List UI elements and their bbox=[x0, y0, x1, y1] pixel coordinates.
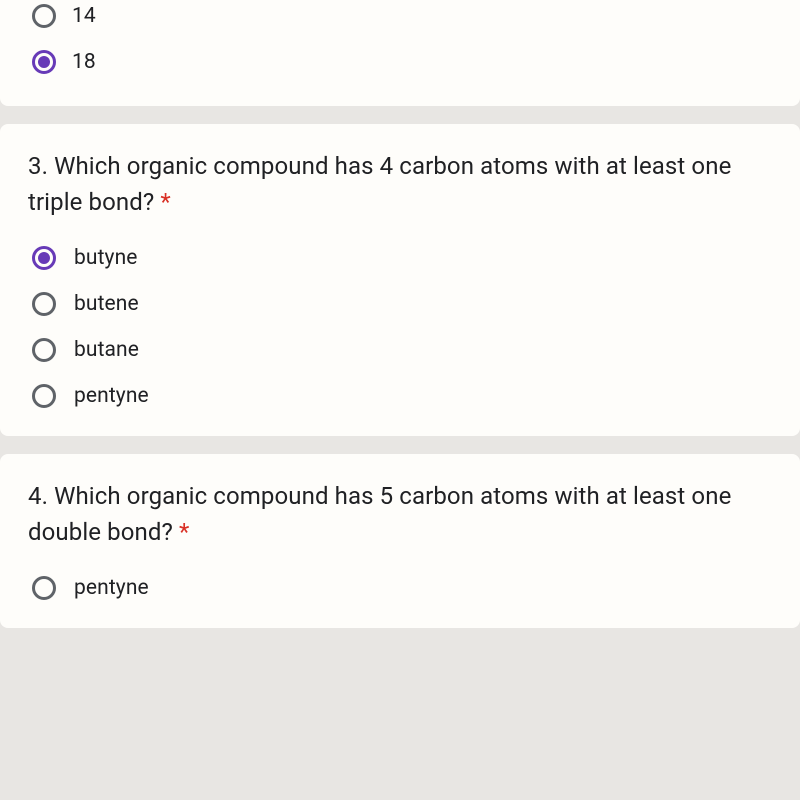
radio-option-18[interactable]: 18 bbox=[32, 50, 772, 74]
option-group: pentyne bbox=[28, 556, 772, 600]
radio-icon-selected bbox=[32, 246, 56, 270]
radio-option-butane[interactable]: butane bbox=[32, 338, 772, 362]
option-label: butene bbox=[74, 292, 139, 316]
required-mark: * bbox=[179, 518, 189, 546]
option-label: 18 bbox=[72, 50, 96, 74]
radio-option-pentyne[interactable]: pentyne bbox=[32, 576, 772, 600]
question-text: 4. Which organic compound has 5 carbon a… bbox=[28, 478, 772, 550]
radio-icon bbox=[32, 384, 56, 408]
option-label: butyne bbox=[74, 246, 138, 270]
question-body: Which organic compound has 4 carbon atom… bbox=[28, 152, 731, 216]
radio-icon-selected bbox=[32, 50, 56, 74]
question-number: 4. bbox=[28, 482, 48, 510]
question-card-3: 3. Which organic compound has 4 carbon a… bbox=[0, 124, 800, 436]
radio-option-butene[interactable]: butene bbox=[32, 292, 772, 316]
option-label: pentyne bbox=[74, 384, 149, 408]
required-mark: * bbox=[160, 188, 170, 216]
option-group: butyne butene butane pentyne bbox=[28, 226, 772, 408]
question-number: 3. bbox=[28, 152, 48, 180]
question-card-4: 4. Which organic compound has 5 carbon a… bbox=[0, 454, 800, 628]
radio-icon bbox=[32, 292, 56, 316]
option-label: butane bbox=[74, 338, 139, 362]
radio-option-pentyne[interactable]: pentyne bbox=[32, 384, 772, 408]
radio-icon bbox=[32, 576, 56, 600]
radio-option-14[interactable]: 14 bbox=[32, 4, 772, 28]
question-body: Which organic compound has 5 carbon atom… bbox=[28, 482, 731, 546]
radio-icon bbox=[32, 4, 56, 28]
radio-icon bbox=[32, 338, 56, 362]
option-label: 14 bbox=[72, 4, 96, 28]
option-label: pentyne bbox=[74, 576, 149, 600]
question-text: 3. Which organic compound has 4 carbon a… bbox=[28, 148, 772, 220]
question-card-prev: 14 18 bbox=[0, 0, 800, 106]
radio-option-butyne[interactable]: butyne bbox=[32, 246, 772, 270]
option-group: 14 18 bbox=[28, 4, 772, 74]
